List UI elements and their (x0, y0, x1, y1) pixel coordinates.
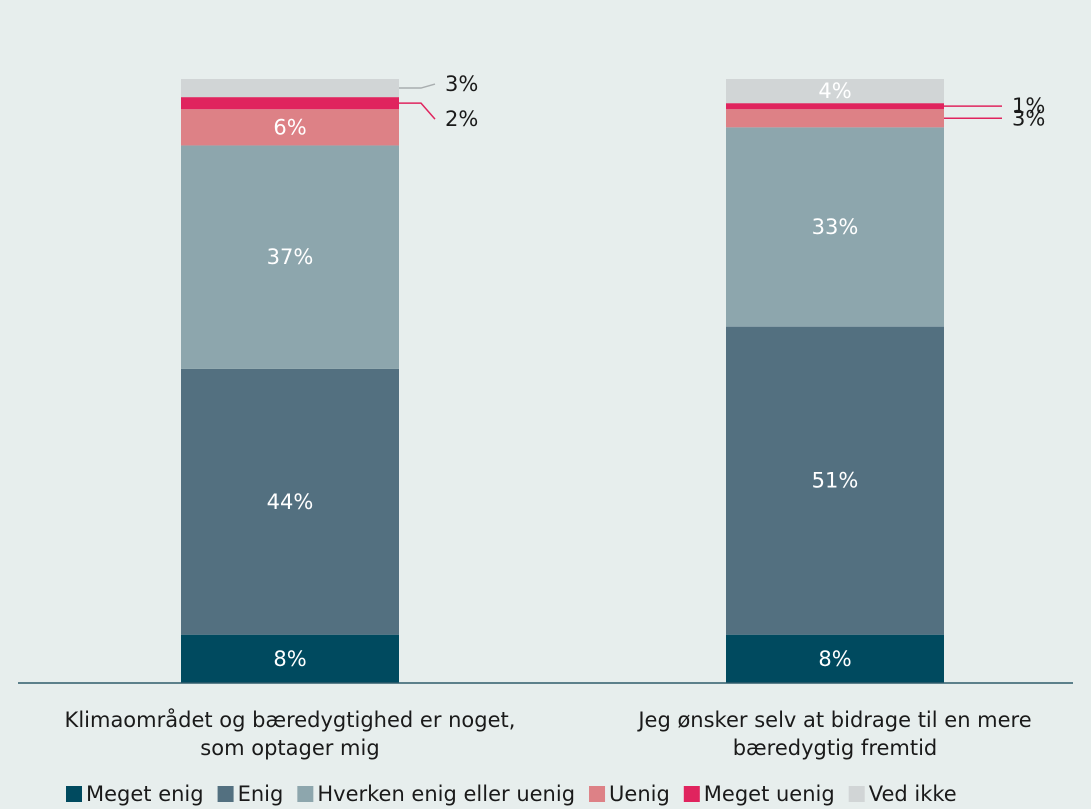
legend-label-6: Ved ikke (869, 782, 957, 806)
bar-label-1-2: 44% (267, 490, 314, 514)
bar-segment-2-1 (726, 634, 944, 683)
bar-segment-1-2 (181, 368, 399, 635)
legend-swatch-4 (589, 786, 606, 802)
bar-segment-1-6 (181, 79, 399, 98)
bar-segment-2-5 (726, 103, 944, 110)
callout-label-1-5: 2% (445, 107, 478, 131)
bar-segment-1-3 (181, 145, 399, 369)
bar-label-1-4: 6% (273, 115, 306, 139)
category-label-2-line-2: bæredygtig fremtid (733, 736, 938, 760)
legend-swatch-3 (297, 786, 314, 802)
legend-swatch-6 (848, 786, 865, 802)
category-label-1-line-1: Klimaområdet og bæredygtighed er noget, (65, 707, 516, 732)
category-label-2-line-1: Jeg ønsker selv at bidrage til en mere (636, 708, 1031, 732)
bar-segment-1-4 (181, 109, 399, 146)
bar-label-2-6: 4% (818, 79, 851, 103)
category-label-1-line-2: som optager mig (200, 736, 379, 760)
callouts-group: 2%3%3%1% (399, 72, 1045, 131)
callout-label-2-5: 1% (1012, 94, 1045, 118)
bar-segment-1-1 (181, 634, 399, 683)
legend-label-3: Hverken enig eller uenig (317, 782, 575, 806)
legend-label-1: Meget enig (86, 782, 204, 806)
category-labels: Klimaområdet og bæredygtighed er noget, s… (65, 707, 1032, 760)
legend-swatch-2 (217, 786, 234, 802)
legend: Meget enig Enig Hverken enig eller uenig Ue… (66, 782, 957, 806)
bar-label-1-3: 37% (267, 245, 314, 269)
bar-label-1-1: 8% (273, 647, 306, 671)
bar-segment-2-6 (726, 79, 944, 104)
callout-label-1-6: 3% (445, 72, 478, 96)
bar-segment-1-5 (181, 97, 399, 110)
callout-line-1-6 (399, 83, 436, 89)
callout-line-1-5 (399, 102, 436, 120)
bar-label-2-3: 33% (812, 215, 859, 239)
bar-segment-2-3 (726, 127, 944, 327)
legend-label-4: Uenig (609, 782, 670, 806)
legend-swatch-5 (683, 786, 700, 802)
bar-label-2-1: 8% (818, 647, 851, 671)
bar-segment-2-2 (726, 326, 944, 635)
bar-segment-2-4 (726, 109, 944, 128)
legend-label-5: Meget uenig (704, 782, 835, 806)
bar-label-2-2: 51% (812, 469, 859, 493)
bars-group: 8% 44% 37% 6% 8% 51% 33% 4% (181, 79, 944, 683)
legend-swatch-1 (66, 786, 82, 802)
legend-label-2: Enig (238, 782, 284, 806)
callout-label-2-4: 3% (1012, 106, 1045, 130)
